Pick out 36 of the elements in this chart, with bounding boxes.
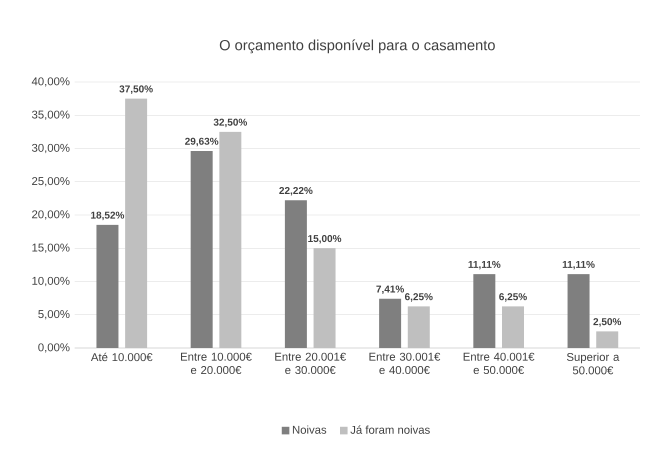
chart-title: O orçamento disponível para o casamento: [220, 39, 495, 54]
data-label: 29,63%: [185, 138, 218, 146]
data-label: 15,00%: [308, 234, 342, 244]
y-tick-label: 25,00%: [32, 177, 70, 186]
y-tick-label: 40,00%: [32, 77, 70, 87]
bar: [568, 274, 590, 348]
data-label: 18,52%: [91, 212, 124, 220]
x-tick-label: Entre 10.000€ e 20.000€: [181, 352, 252, 374]
legend-label: Já foram noivas: [350, 425, 430, 434]
x-tick-label: Entre 30.001€ e 40.000€: [369, 352, 440, 374]
x-tick-label: Superior a 50.000€: [566, 352, 620, 374]
y-tick-label: 10,00%: [32, 276, 70, 286]
y-tick-label: 30,00%: [32, 144, 70, 154]
data-label: 6,25%: [499, 293, 527, 302]
bar: [284, 200, 307, 348]
x-tick-label: Entre 40.001€ e 50.000€: [464, 352, 534, 374]
bar: [379, 298, 402, 348]
y-tick-label: 15,00%: [32, 244, 70, 253]
x-tick-label: Entre 20.001€ e 30.000€: [275, 352, 346, 374]
data-label: 37,50%: [119, 85, 153, 94]
data-label: 7,41%: [376, 285, 404, 294]
data-label: 11,11%: [468, 260, 500, 270]
y-tick-label: 35,00%: [32, 110, 70, 120]
y-tick-label: 0,00%: [38, 343, 70, 353]
data-label: 2,50%: [593, 318, 622, 327]
bar: [190, 150, 213, 348]
bar: [473, 274, 496, 348]
data-label: 32,50%: [214, 118, 248, 128]
data-label: 6,25%: [404, 293, 433, 302]
bar: [96, 224, 118, 348]
data-label: 22,22%: [279, 186, 313, 196]
x-tick-label: Até 10.000€: [90, 352, 152, 362]
data-label: 11,11%: [562, 260, 595, 270]
y-tick-label: 20,00%: [32, 210, 70, 220]
legend-label: Noivas: [292, 425, 326, 434]
y-tick-label: 5,00%: [38, 310, 70, 320]
